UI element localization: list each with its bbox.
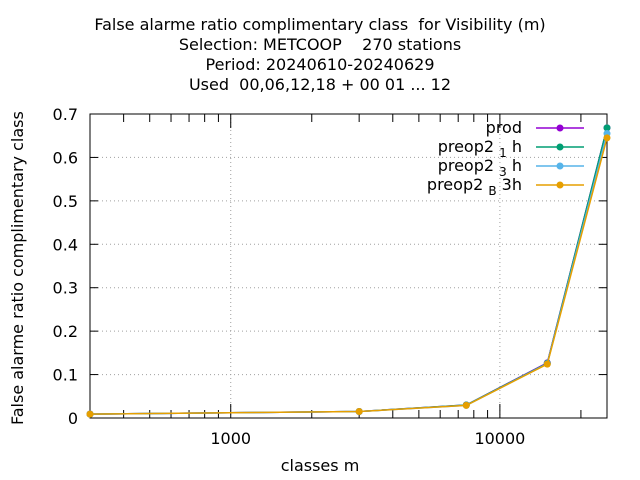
plot-border xyxy=(89,113,608,419)
chart-title: False alarme ratio complimentary class f… xyxy=(0,15,640,95)
title-line-4: Used 00,06,12,18 + 00 01 ... 12 xyxy=(188,75,452,94)
series-line-preop2_B3h xyxy=(89,137,608,415)
y-tick-label: 0.3 xyxy=(53,279,78,298)
title-line-3: Period: 20240610-20240629 xyxy=(205,55,435,74)
legend-marker xyxy=(556,143,564,151)
y-tick-label: 0.2 xyxy=(53,322,78,341)
y-tick-label: 0 xyxy=(68,409,78,428)
legend-label: preop2 B 3h xyxy=(427,175,522,198)
title-line-2: Selection: METCOOP 270 stations xyxy=(178,35,462,54)
y-tick-label: 0.6 xyxy=(53,148,78,167)
legend-marker xyxy=(556,124,564,132)
legend-marker xyxy=(556,162,564,170)
title-line-1: False alarme ratio complimentary class f… xyxy=(94,15,546,34)
y-axis-label: False alarme ratio complimentary class xyxy=(8,111,27,425)
data-point xyxy=(603,134,611,142)
x-tick-label: 1000 xyxy=(210,429,251,448)
y-tick-label: 0.4 xyxy=(53,235,78,254)
series-line-prod xyxy=(89,127,608,415)
legend-label: preop2 3 h xyxy=(438,156,522,179)
y-tick-label: 0.7 xyxy=(53,105,78,124)
legend-marker xyxy=(556,181,564,189)
data-point xyxy=(543,360,551,368)
legend-label: prod xyxy=(486,118,522,137)
data-point xyxy=(355,407,363,415)
data-point xyxy=(462,401,470,409)
data-point xyxy=(603,124,611,132)
x-axis-label: classes m xyxy=(280,456,360,475)
legend-label: preop2 1 h xyxy=(438,137,522,160)
x-tick-label: 10000 xyxy=(474,429,525,448)
data-point xyxy=(86,410,94,418)
y-tick-label: 0.5 xyxy=(53,192,78,211)
y-tick-label: 0.1 xyxy=(53,366,78,385)
series-line-preop2_1h xyxy=(89,127,608,415)
